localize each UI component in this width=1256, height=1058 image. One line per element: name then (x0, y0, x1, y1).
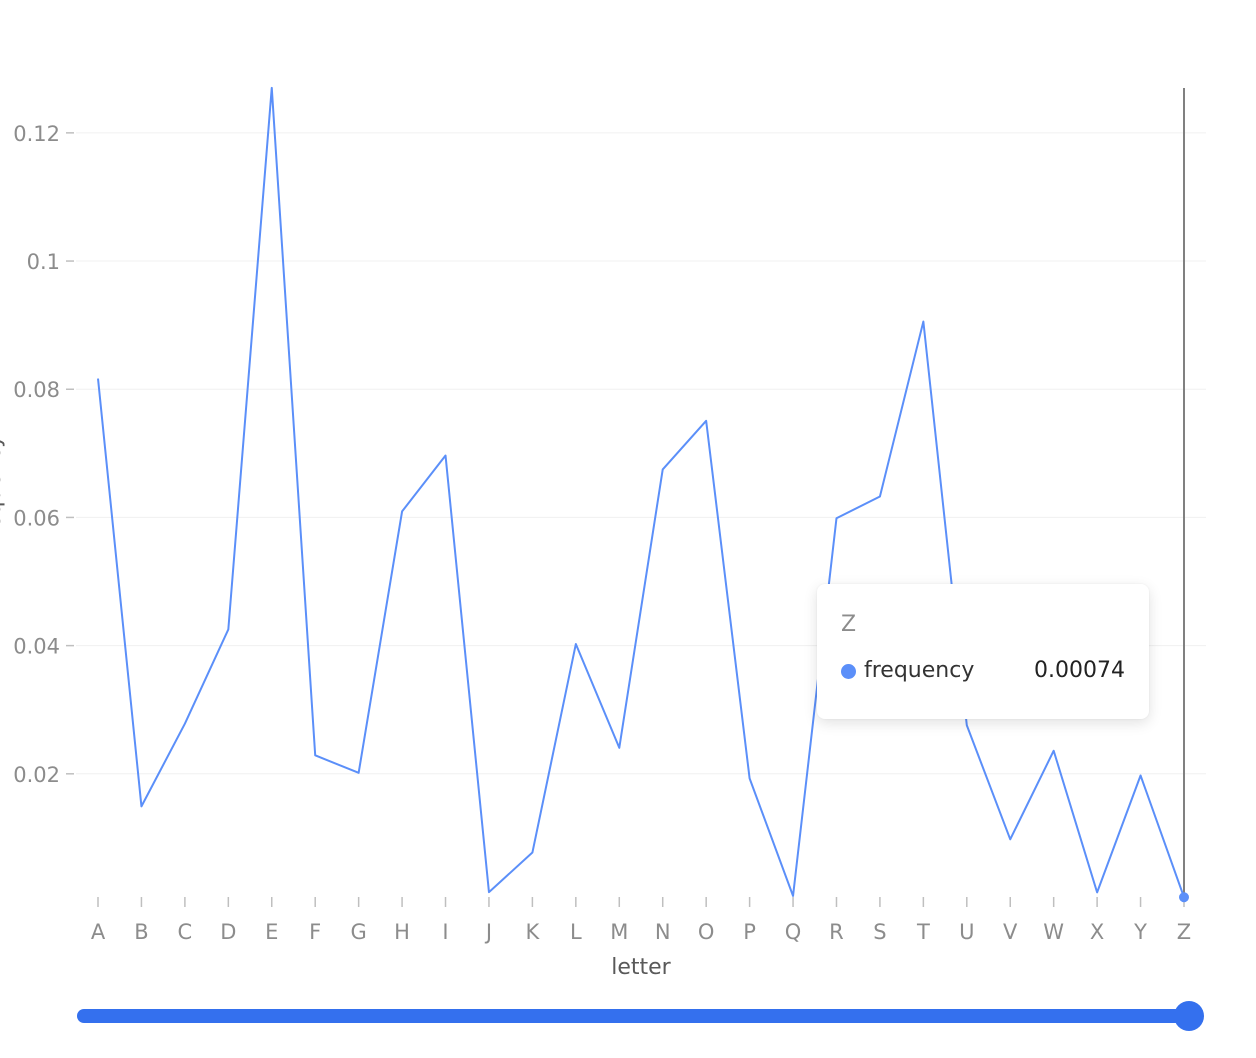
x-axis: A B C D E F G H I J K L M N O P Q R S T U V W X Y Z (91, 897, 1191, 944)
x-tick-label: Z (1177, 920, 1191, 944)
x-tick-label: D (220, 920, 236, 944)
x-tick-label: M (610, 920, 628, 944)
x-tick-label: F (309, 920, 321, 944)
x-tick-label: S (873, 920, 886, 944)
x-tick-label: W (1043, 920, 1064, 944)
tooltip-item-name: frequency (864, 658, 975, 683)
x-tick-label: E (265, 920, 278, 944)
grid-lines (76, 132, 1206, 775)
y-tick-label: 0.04 (13, 635, 60, 659)
x-axis-title: letter (611, 955, 671, 980)
y-axis-title: frequency (0, 435, 6, 545)
x-tick-label: G (350, 920, 366, 944)
tooltip-item: frequency 0.00074 (841, 658, 1125, 686)
tooltip-item-value: 0.00074 (1034, 658, 1125, 683)
x-tick-label: U (959, 920, 974, 944)
range-slider[interactable] (77, 1001, 1204, 1031)
x-tick-label: Q (785, 920, 802, 944)
x-tick-label: B (134, 920, 148, 944)
series-line-frequency (97, 86, 1185, 898)
y-tick-label: 0.08 (13, 378, 60, 402)
x-tick-label: P (743, 920, 756, 944)
x-tick-label: R (829, 920, 844, 944)
x-tick-label: N (655, 920, 671, 944)
x-tick-label: O (698, 920, 715, 944)
slider-handle-end[interactable] (1174, 1001, 1204, 1031)
x-tick-label: L (570, 920, 582, 944)
x-tick-label: V (1003, 920, 1018, 944)
x-tick-label: Y (1133, 920, 1147, 944)
tooltip-marker-icon (841, 664, 856, 679)
tooltip: Z frequency 0.00074 (817, 584, 1149, 719)
x-tick-label: C (178, 920, 193, 944)
y-tick-label: 0.1 (27, 250, 60, 274)
x-tick-label: T (916, 920, 930, 944)
x-tick-label: J (484, 920, 492, 944)
y-axis: 0.02 0.04 0.06 0.08 0.1 0.12 (13, 122, 74, 787)
y-tick-label: 0.06 (13, 506, 60, 530)
x-tick-label: A (91, 920, 106, 944)
x-tick-label: K (526, 920, 541, 944)
x-tick-label: I (442, 920, 448, 944)
active-point-marker (1179, 892, 1189, 903)
y-tick-label: 0.12 (13, 122, 60, 146)
tooltip-title: Z (841, 612, 857, 637)
y-tick-label: 0.02 (13, 763, 60, 787)
x-tick-label: H (394, 920, 410, 944)
x-tick-label: X (1090, 920, 1104, 944)
